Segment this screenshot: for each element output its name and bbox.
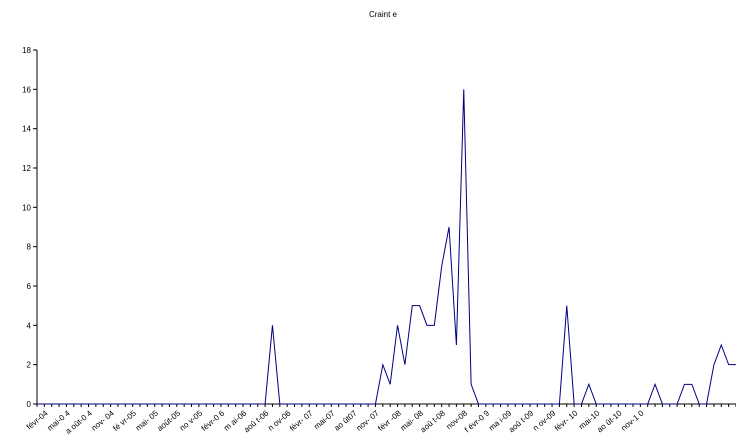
x-tick-label: f évr-0 9	[463, 408, 492, 434]
series-group	[37, 89, 736, 405]
x-tick-label: aoû t-09	[507, 408, 536, 434]
x-tick-label: févr- 07	[288, 408, 315, 433]
series-line	[37, 89, 736, 405]
x-tick-label: nov-1 0	[619, 408, 646, 432]
x-tick-label: févr- 10	[553, 408, 580, 433]
x-tick-label: févr-0 6	[200, 408, 227, 433]
x-tick-label: nov- 04	[90, 408, 117, 432]
x-tick-label: fé vr-05	[111, 408, 138, 433]
y-tick-label: 14	[22, 125, 31, 134]
x-tick-label: n ov-06	[266, 408, 293, 432]
chart-title: Craint e	[369, 10, 398, 19]
y-tick-label: 0	[27, 400, 32, 409]
x-tick-label: n ov-09	[531, 408, 558, 432]
x-tick-label: nov- 07	[355, 408, 382, 432]
y-tick-label: 4	[27, 321, 32, 330]
y-tick-label: 6	[27, 282, 32, 291]
x-tick-label: ao ût-10	[595, 408, 624, 434]
y-tick-label: 10	[22, 203, 31, 212]
y-tick-label: 12	[22, 164, 31, 173]
x-tick-label: mai- 05	[134, 408, 161, 432]
x-tick-label: aoû t-08	[419, 408, 448, 434]
y-tick-label: 8	[27, 243, 32, 252]
x-tick-label: aoû t-06	[242, 408, 271, 434]
x-tick-label: févr -08	[376, 408, 403, 433]
y-tick-label: 18	[22, 46, 31, 55]
y-axis: 0 2 4 6 8 10 12 14 16 18	[22, 46, 38, 409]
x-tick-label: août-05	[156, 408, 183, 433]
y-tick-label: 16	[22, 85, 31, 94]
x-tick-label: no v-05	[178, 408, 205, 432]
y-tick-label: 2	[27, 361, 32, 370]
x-tick-label: ao ût07	[332, 408, 359, 432]
